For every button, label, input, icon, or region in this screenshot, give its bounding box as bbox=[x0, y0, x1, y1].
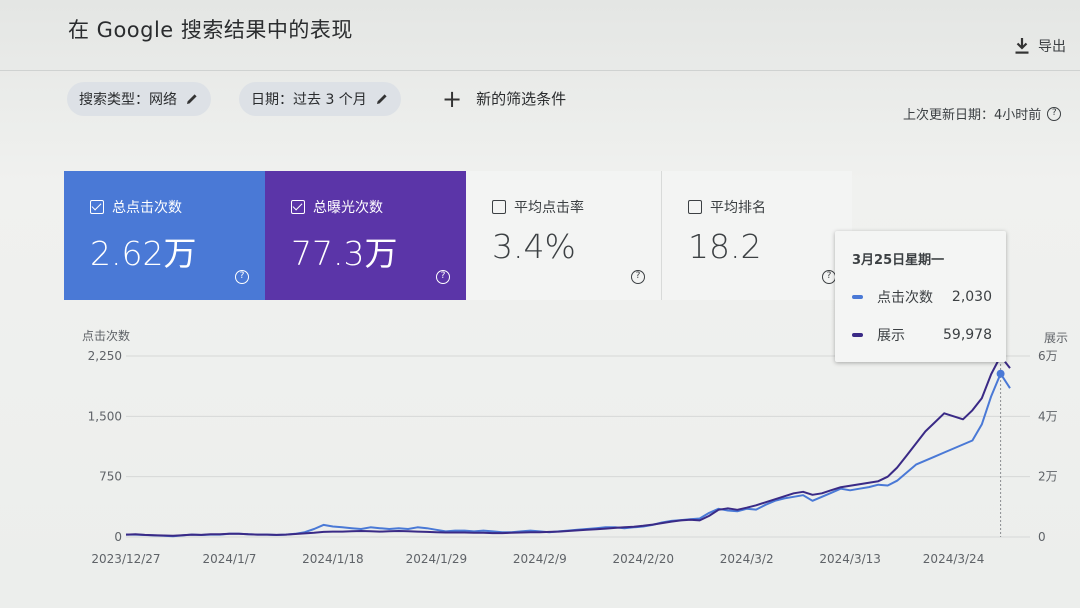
series-line-clicks bbox=[126, 372, 1011, 538]
last-updated-text: 上次更新日期：4小时前 bbox=[903, 108, 1042, 123]
help-icon[interactable]: ? bbox=[235, 270, 249, 284]
metric-label: 平均排名 bbox=[710, 200, 766, 216]
x-tick-label: 2024/1/18 bbox=[302, 552, 364, 566]
left-axis-title: 点击次数 bbox=[82, 328, 130, 343]
export-label: 导出 bbox=[1038, 39, 1066, 55]
add-filter-button[interactable]: + 新的筛选条件 bbox=[442, 84, 567, 113]
export-button[interactable]: 导出 bbox=[1014, 36, 1066, 56]
metric-value: 3.4% bbox=[492, 227, 576, 266]
filter-chip-label: 日期：过去 3 个月 bbox=[251, 92, 367, 108]
metric-card-average-position[interactable]: 平均排名 18.2 ? bbox=[662, 171, 852, 300]
performance-chart[interactable]: 点击次数 展示 2,250 1,500 750 0 6万 4万 2万 0 2023/12/27 202… bbox=[70, 315, 1080, 595]
x-tick-label: 2023/12/27 bbox=[91, 552, 160, 566]
hover-point bbox=[996, 369, 1005, 378]
download-icon bbox=[1015, 38, 1029, 54]
tooltip-row-value: 59,978 bbox=[943, 327, 992, 343]
x-tick-label: 2024/1/29 bbox=[406, 552, 468, 566]
add-filter-label: 新的筛选条件 bbox=[476, 90, 567, 108]
chart-svg[interactable]: 点击次数 展示 2,250 1,500 750 0 6万 4万 2万 0 2023/12/27 202… bbox=[70, 315, 1080, 595]
chart-tooltip: 3月25日星期一 点击次数 2,030 展示 59,978 bbox=[835, 231, 1006, 362]
left-tick-label: 0 bbox=[114, 530, 122, 544]
plus-icon: + bbox=[442, 84, 463, 113]
checkbox-checked-icon[interactable] bbox=[90, 200, 104, 214]
right-tick-label: 6万 bbox=[1038, 349, 1058, 363]
tooltip-row-impressions: 展示 59,978 bbox=[852, 325, 992, 345]
metric-card-total-impressions[interactable]: 总曝光次数 77.3万 ? bbox=[265, 171, 466, 300]
metric-card-average-ctr[interactable]: 平均点击率 3.4% ? bbox=[466, 171, 662, 300]
tooltip-row-clicks: 点击次数 2,030 bbox=[852, 287, 992, 307]
x-tick-label: 2024/2/9 bbox=[513, 552, 567, 566]
tooltip-date: 3月25日星期一 bbox=[852, 253, 945, 268]
right-tick-label: 2万 bbox=[1038, 470, 1058, 484]
right-axis-title: 展示 bbox=[1044, 331, 1068, 345]
metric-value: 2.62万 bbox=[90, 234, 197, 273]
x-tick-label: 2024/3/24 bbox=[923, 552, 985, 566]
checkbox-checked-icon[interactable] bbox=[291, 200, 305, 214]
filter-chip-label: 搜索类型：网络 bbox=[79, 92, 177, 108]
tooltip-row-value: 2,030 bbox=[951, 289, 992, 305]
tooltip-row-label: 点击次数 bbox=[877, 290, 933, 306]
checkbox-unchecked-icon[interactable] bbox=[492, 200, 506, 214]
filter-chip-search-type[interactable]: 搜索类型：网络 bbox=[67, 82, 211, 116]
x-tick-label: 2024/2/20 bbox=[612, 552, 674, 566]
series-swatch bbox=[852, 333, 863, 337]
filter-chip-date[interactable]: 日期：过去 3 个月 bbox=[239, 82, 401, 116]
edit-pencil-icon bbox=[187, 94, 197, 104]
metric-label: 平均点击率 bbox=[514, 200, 584, 216]
x-tick-label: 2024/3/2 bbox=[720, 552, 774, 566]
series-line-impressions bbox=[125, 355, 1011, 537]
left-tick-label: 1,500 bbox=[88, 409, 122, 423]
checkbox-unchecked-icon[interactable] bbox=[688, 200, 702, 214]
right-tick-label: 0 bbox=[1038, 530, 1046, 544]
metric-label: 总曝光次数 bbox=[313, 200, 383, 216]
left-tick-label: 2,250 bbox=[88, 349, 122, 363]
last-updated: 上次更新日期：4小时前 ? bbox=[903, 104, 1062, 123]
help-icon[interactable]: ? bbox=[1047, 106, 1062, 121]
x-tick-label: 2024/3/13 bbox=[819, 552, 881, 566]
edit-pencil-icon bbox=[376, 94, 387, 104]
metric-value: 18.2 bbox=[688, 227, 762, 266]
metric-label: 总点击次数 bbox=[112, 200, 182, 216]
header-divider bbox=[0, 70, 1080, 71]
page-title: 在 Google 搜索结果中的表现 bbox=[68, 18, 353, 42]
x-tick-label: 2024/1/7 bbox=[202, 552, 256, 566]
left-tick-label: 750 bbox=[99, 470, 122, 484]
help-icon[interactable]: ? bbox=[436, 270, 450, 284]
series-swatch bbox=[852, 295, 863, 299]
metric-card-total-clicks[interactable]: 总点击次数 2.62万 ? bbox=[64, 171, 265, 300]
help-icon[interactable]: ? bbox=[631, 270, 645, 284]
right-tick-label: 4万 bbox=[1038, 409, 1058, 423]
metric-cards: 总点击次数 2.62万 ? 总曝光次数 77.3万 ? 平均点击率 3.4% ? bbox=[64, 171, 1080, 300]
tooltip-row-label: 展示 bbox=[877, 328, 905, 344]
metric-value: 77.3万 bbox=[291, 234, 398, 273]
help-icon[interactable]: ? bbox=[822, 270, 836, 284]
